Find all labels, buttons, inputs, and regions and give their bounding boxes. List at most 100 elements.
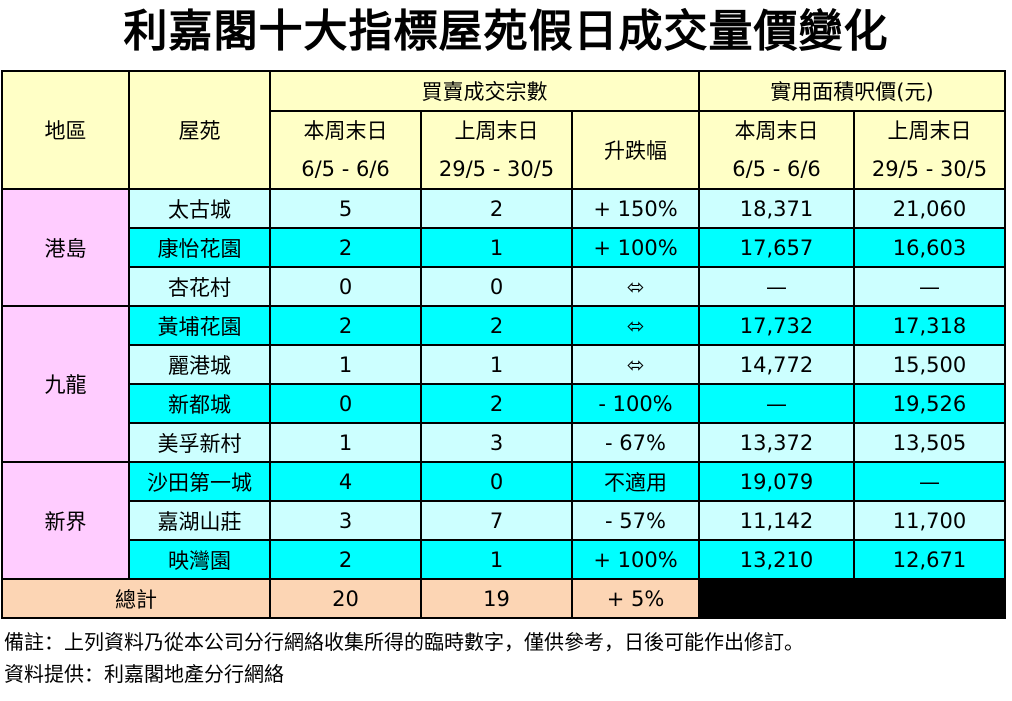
tx-this-cell: 1 xyxy=(269,422,422,463)
price-last-cell: 16,603 xyxy=(853,227,1006,268)
tx-last-cell: 2 xyxy=(420,305,573,346)
estate-cell: 太古城 xyxy=(128,188,271,229)
tx-last-cell: 2 xyxy=(420,188,573,229)
header-price-last-label: 上周末日 xyxy=(887,119,972,143)
header-price-this-label: 本周末日 xyxy=(734,119,819,143)
estate-cell: 映灣園 xyxy=(128,539,271,580)
estate-cell: 麗港城 xyxy=(128,344,271,385)
footnotes: 備註：上列資料乃從本公司分行網絡收集所得的臨時數字，僅供參考，日後可能作出修訂。… xyxy=(4,626,804,690)
change-cell: 不適用 xyxy=(571,461,700,502)
table-row: 新都城 0 2 - 100% — 19,526 xyxy=(2,383,1006,424)
tx-this-cell: 0 xyxy=(269,383,422,424)
price-this-cell: 14,772 xyxy=(698,344,855,385)
header-estate: 屋苑 xyxy=(128,70,271,190)
header-tx-last-dates: 29/5 - 30/5 xyxy=(438,157,555,181)
source-note: 資料提供：利嘉閣地產分行網絡 xyxy=(4,662,284,686)
price-this-cell: — xyxy=(698,383,855,424)
header-tx-this-weekend: 本周末日 6/5 - 6/6 xyxy=(269,110,422,190)
header-change: 升跌幅 xyxy=(571,110,700,190)
tx-last-cell: 7 xyxy=(420,500,573,541)
price-this-cell: 13,210 xyxy=(698,539,855,580)
price-last-cell: — xyxy=(853,266,1006,307)
price-last-cell: 19,526 xyxy=(853,383,1006,424)
tx-last-cell: 2 xyxy=(420,383,573,424)
total-change: + 5% xyxy=(571,578,700,619)
tx-last-cell: 1 xyxy=(420,539,573,580)
price-last-cell: 11,700 xyxy=(853,500,1006,541)
price-this-cell: 17,657 xyxy=(698,227,855,268)
price-this-cell: 17,732 xyxy=(698,305,855,346)
tx-last-cell: 3 xyxy=(420,422,573,463)
region-new-territories: 新界 xyxy=(1,461,130,580)
table-row: 映灣園 2 1 + 100% 13,210 12,671 xyxy=(2,539,1006,580)
total-blank-cell xyxy=(698,578,1006,619)
tx-this-cell: 4 xyxy=(269,461,422,502)
estate-cell: 美孚新村 xyxy=(128,422,271,463)
header-tx-this-dates: 6/5 - 6/6 xyxy=(301,157,390,181)
table-row: 麗港城 1 1 ⬄ 14,772 15,500 xyxy=(2,344,1006,385)
tx-this-cell: 2 xyxy=(269,305,422,346)
region-kowloon: 九龍 xyxy=(1,305,130,463)
price-this-cell: — xyxy=(698,266,855,307)
price-last-cell: — xyxy=(853,461,1006,502)
remark-note: 備註：上列資料乃從本公司分行網絡收集所得的臨時數字，僅供參考，日後可能作出修訂。 xyxy=(4,630,804,654)
table-row: 九龍 黃埔花園 2 2 ⬄ 17,732 17,318 xyxy=(1,305,1006,463)
tx-this-cell: 3 xyxy=(269,500,422,541)
tx-last-cell: 1 xyxy=(420,227,573,268)
price-last-cell: 17,318 xyxy=(853,305,1006,346)
tx-this-cell: 2 xyxy=(269,539,422,580)
change-cell: - 67% xyxy=(571,422,700,463)
estate-cell: 沙田第一城 xyxy=(128,461,271,502)
header-tx-last-label: 上周末日 xyxy=(454,119,539,143)
price-last-cell: 21,060 xyxy=(853,188,1006,229)
change-icon: ⬄ xyxy=(571,344,700,385)
estate-cell: 黃埔花園 xyxy=(128,305,271,346)
transactions-table: 地區 屋苑 買賣成交宗數 實用面積呎價(元) 本周末日 6/5 - 6/6 上周… xyxy=(1,70,1006,619)
change-cell: + 100% xyxy=(571,539,700,580)
header-price-last-weekend: 上周末日 29/5 - 30/5 xyxy=(853,110,1006,190)
header-price-this-dates: 6/5 - 6/6 xyxy=(732,157,821,181)
page-title: 利嘉閣十大指標屋苑假日成交量價變化 xyxy=(123,6,889,57)
change-cell: - 100% xyxy=(571,383,700,424)
estate-cell: 康怡花園 xyxy=(128,227,271,268)
estate-cell: 嘉湖山莊 xyxy=(128,500,271,541)
estate-cell: 杏花村 xyxy=(128,266,271,307)
price-last-cell: 13,505 xyxy=(853,422,1006,463)
total-label: 總計 xyxy=(1,578,271,619)
table-row: 杏花村 0 0 ⬄ — — xyxy=(2,266,1006,307)
total-tx-last: 19 xyxy=(420,578,573,619)
tx-this-cell: 2 xyxy=(269,227,422,268)
tx-this-cell: 1 xyxy=(269,344,422,385)
price-last-cell: 15,500 xyxy=(853,344,1006,385)
header-transactions-group: 買賣成交宗數 xyxy=(269,70,700,112)
price-this-cell: 18,371 xyxy=(698,188,855,229)
total-row: 總計 20 19 + 5% xyxy=(1,578,1006,619)
table-row: 美孚新村 1 3 - 67% 13,372 13,505 xyxy=(2,422,1006,463)
tx-last-cell: 1 xyxy=(420,344,573,385)
tx-last-cell: 0 xyxy=(420,266,573,307)
header-tx-this-label: 本周末日 xyxy=(303,119,388,143)
header-price-group: 實用面積呎價(元) xyxy=(698,70,1006,112)
estate-cell: 新都城 xyxy=(128,383,271,424)
tx-this-cell: 5 xyxy=(269,188,422,229)
tx-last-cell: 0 xyxy=(420,461,573,502)
price-this-cell: 11,142 xyxy=(698,500,855,541)
header-region: 地區 xyxy=(1,70,130,190)
price-last-cell: 12,671 xyxy=(853,539,1006,580)
tx-this-cell: 0 xyxy=(269,266,422,307)
header-tx-last-weekend: 上周末日 29/5 - 30/5 xyxy=(420,110,573,190)
change-cell: - 57% xyxy=(571,500,700,541)
table-row: 港島 太古城 5 2 + 150% 18,371 21,060 xyxy=(1,188,1006,307)
change-cell: + 100% xyxy=(571,227,700,268)
total-tx-this: 20 xyxy=(269,578,422,619)
change-icon: ⬄ xyxy=(571,305,700,346)
header-price-this-weekend: 本周末日 6/5 - 6/6 xyxy=(698,110,855,190)
change-icon: ⬄ xyxy=(571,266,700,307)
header-price-last-dates: 29/5 - 30/5 xyxy=(871,157,988,181)
price-this-cell: 13,372 xyxy=(698,422,855,463)
price-this-cell: 19,079 xyxy=(698,461,855,502)
change-cell: + 150% xyxy=(571,188,700,229)
table-row: 新界 沙田第一城 4 0 不適用 19,079 — xyxy=(1,461,1006,580)
table-row: 嘉湖山莊 3 7 - 57% 11,142 11,700 xyxy=(2,500,1006,541)
table-row: 康怡花園 2 1 + 100% 17,657 16,603 xyxy=(2,227,1006,268)
